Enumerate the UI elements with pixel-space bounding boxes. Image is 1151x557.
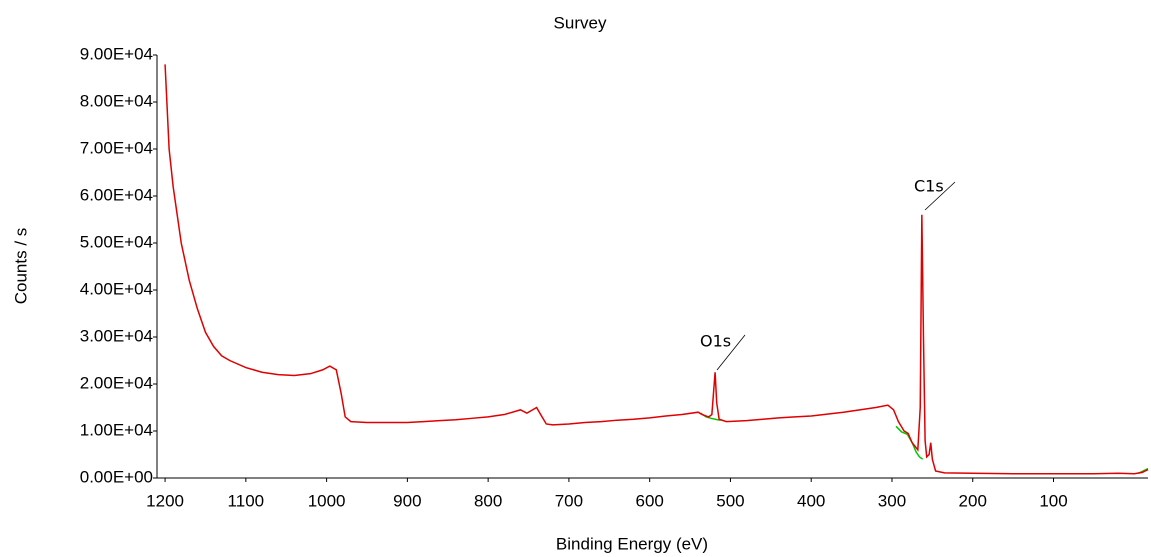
x-tick-label: 100 [1039, 491, 1067, 510]
x-tick-label: 700 [555, 491, 583, 510]
x-tick-label: 1100 [228, 491, 265, 510]
y-tick-label: 5.00E+04 [80, 232, 153, 251]
y-tick-label: 1.00E+04 [80, 420, 153, 439]
y-tick-label: 3.00E+04 [80, 326, 153, 345]
x-tick-label: 300 [878, 491, 906, 510]
y-tick-label: 9.00E+04 [80, 44, 153, 63]
x-tick-label: 900 [393, 491, 421, 510]
y-tick-label: 4.00E+04 [80, 279, 153, 298]
y-tick-label: 2.00E+04 [80, 373, 153, 392]
x-tick-label: 1200 [146, 491, 184, 510]
annotation: C1s [914, 177, 944, 196]
x-tick-label: 800 [474, 491, 502, 510]
x-axis-label: Binding Energy (eV) [556, 534, 708, 553]
annotation-leader [716, 334, 746, 371]
y-tick-label: 7.00E+04 [80, 138, 153, 157]
annotation: O1s [700, 332, 731, 351]
y-tick-label: 6.00E+04 [80, 185, 153, 204]
annotation-leader [924, 181, 956, 211]
y-tick-label: 8.00E+04 [80, 91, 153, 110]
x-tick-label: 400 [797, 491, 825, 510]
x-tick-label: 1000 [308, 491, 346, 510]
chart-title: Survey [554, 13, 607, 32]
series-line [164, 64, 1149, 475]
y-axis-label: Counts / s [11, 228, 30, 305]
x-tick-label: 200 [959, 491, 987, 510]
y-tick-label: 0.00E+00 [80, 467, 153, 486]
x-tick-label: 600 [635, 491, 663, 510]
x-tick-label: 500 [716, 491, 744, 510]
